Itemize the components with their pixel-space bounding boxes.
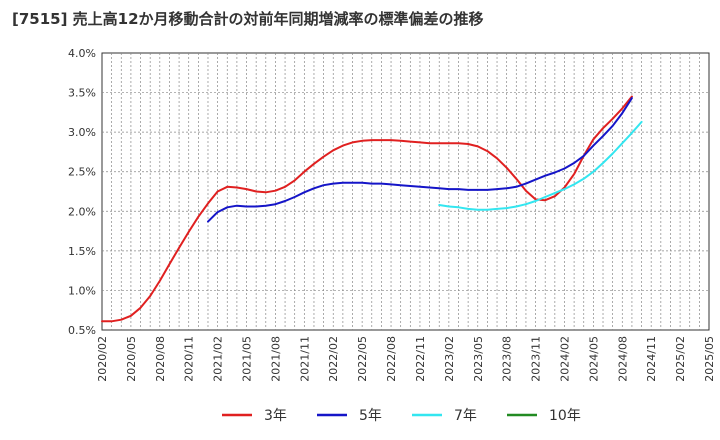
x-tick-label: 2022/02 — [327, 336, 340, 382]
x-tick-label: 2025/05 — [703, 336, 716, 382]
x-tick-label: 2020/08 — [154, 336, 167, 382]
chart-title: [7515] 売上高12か月移動合計の対前年同期増減率の標準偏差の推移 — [12, 10, 484, 28]
x-tick-label: 2021/08 — [269, 336, 282, 382]
x-tick-label: 2021/02 — [212, 336, 225, 382]
y-tick-label: 2.5% — [68, 166, 96, 179]
y-tick-label: 4.0% — [68, 47, 96, 60]
x-tick-label: 2024/08 — [616, 336, 629, 382]
x-tick-label: 2024/02 — [558, 336, 571, 382]
x-tick-label: 2022/08 — [385, 336, 398, 382]
y-tick-label: 1.5% — [68, 245, 96, 258]
x-tick-label: 2020/05 — [125, 336, 138, 382]
y-tick-label: 0.5% — [68, 324, 96, 337]
x-tick-label: 2023/08 — [501, 336, 514, 382]
y-tick-label: 3.5% — [68, 87, 96, 100]
x-tick-label: 2020/02 — [96, 336, 109, 382]
x-tick-label: 2022/11 — [414, 336, 427, 382]
x-tick-label: 2023/11 — [530, 336, 543, 382]
x-tick-label: 2022/05 — [356, 336, 369, 382]
x-tick-label: 2020/11 — [183, 336, 196, 382]
legend-label: 10年 — [549, 408, 581, 424]
x-tick-label: 2023/05 — [472, 336, 485, 382]
y-tick-label: 2.0% — [68, 205, 96, 218]
series-line-3年 — [101, 95, 633, 323]
plot-area — [101, 52, 710, 331]
y-tick-label: 3.0% — [68, 126, 96, 139]
legend-label: 5年 — [359, 408, 382, 424]
x-tick-label: 2021/11 — [298, 336, 311, 382]
x-tick-label: 2025/02 — [674, 336, 687, 382]
series-line-5年 — [207, 97, 633, 223]
legend-label: 7年 — [454, 408, 477, 424]
series-line-7年 — [438, 120, 643, 211]
x-tick-label: 2024/05 — [587, 336, 600, 382]
x-tick-label: 2023/02 — [443, 336, 456, 382]
y-tick-label: 1.0% — [68, 284, 96, 297]
legend-label: 3年 — [264, 408, 287, 424]
x-tick-label: 2021/05 — [241, 336, 254, 382]
x-tick-label: 2024/11 — [645, 336, 658, 382]
